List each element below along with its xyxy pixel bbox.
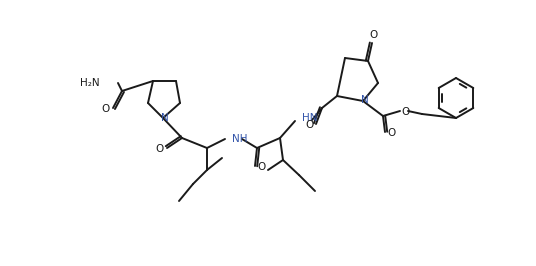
- Text: N: N: [161, 113, 169, 123]
- Text: O: O: [258, 162, 266, 172]
- Text: HN: HN: [302, 113, 317, 123]
- Text: H₂N: H₂N: [80, 78, 100, 88]
- Text: O: O: [102, 104, 110, 114]
- Text: O: O: [388, 128, 396, 138]
- Text: N: N: [361, 95, 369, 105]
- Text: O: O: [305, 120, 313, 130]
- Text: O: O: [156, 144, 164, 154]
- Text: O: O: [401, 107, 409, 117]
- Text: O: O: [369, 30, 377, 40]
- Text: NH: NH: [232, 134, 248, 144]
